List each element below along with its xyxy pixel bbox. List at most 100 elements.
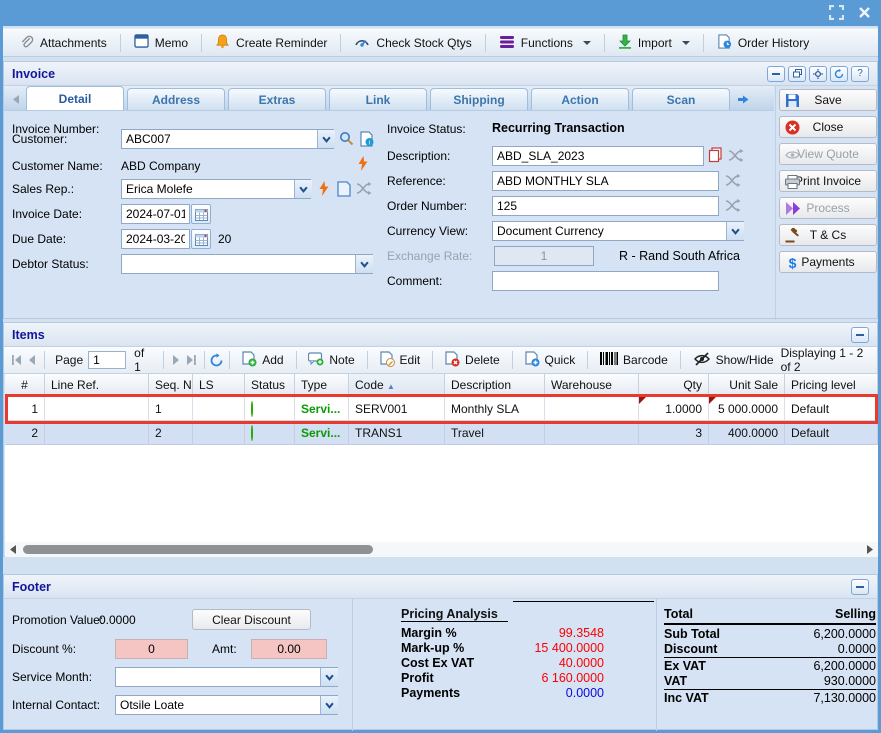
col-num[interactable]: # [5,374,45,397]
currency-view-input[interactable] [492,221,744,241]
horizontal-scrollbar[interactable] [5,542,878,557]
description-shuffle-icon[interactable] [726,146,745,165]
currency-view-label: Currency View: [387,224,468,238]
note-button[interactable]: Note [301,350,361,371]
tcs-button[interactable]: T & Cs [779,224,877,246]
refresh-grid-icon[interactable] [209,351,224,369]
order-number-shuffle-icon[interactable] [723,196,742,215]
next-page-icon[interactable] [169,351,184,369]
col-status[interactable]: Status [245,374,295,397]
debtor-status-input[interactable] [121,254,373,274]
service-month-input[interactable] [115,667,338,687]
customer-dropdown-icon[interactable] [317,130,335,148]
sales-rep-input[interactable] [121,179,311,199]
create-reminder-button[interactable]: Create Reminder [207,31,335,55]
fullscreen-icon[interactable] [829,5,844,23]
col-line-ref[interactable]: Line Ref. [45,374,149,397]
add-button[interactable]: Add [235,349,290,372]
quick-button[interactable]: Quick [518,349,583,372]
discount-percent-input[interactable] [115,639,188,659]
items-panel-title: Items [12,328,45,342]
customer-info-icon[interactable]: i [357,129,376,148]
order-history-button[interactable]: Order History [709,31,817,55]
barcode-button[interactable]: Barcode [593,350,675,370]
customer-lightning-icon[interactable] [353,154,372,173]
debtor-status-dropdown-icon[interactable] [355,255,373,273]
tab-extras[interactable]: Extras [228,88,326,110]
description-copy-icon[interactable] [706,145,725,164]
tab-link[interactable]: Link [329,88,427,110]
tab-scroll-left-icon[interactable] [8,90,24,108]
functions-button[interactable]: Functions [491,32,599,54]
service-month-dropdown-icon[interactable] [320,668,338,686]
scroll-right-icon[interactable] [862,542,878,557]
internal-contact-dropdown-icon[interactable] [320,696,338,714]
prev-page-icon[interactable] [25,351,40,369]
tab-detail[interactable]: Detail [26,86,124,110]
col-unit-sale[interactable]: Unit Sale [709,374,785,397]
table-row[interactable]: 1 1 Servi... SERV001 Monthly SLA 1.0000 … [5,397,878,421]
edit-button[interactable]: Edit [373,349,428,372]
sales-rep-shuffle-icon[interactable] [354,179,373,198]
settings-gear-icon[interactable] [809,66,827,82]
reference-shuffle-icon[interactable] [723,171,742,190]
import-button[interactable]: Import [610,31,698,55]
refresh-icon[interactable] [830,66,848,82]
memo-button[interactable]: Memo [126,31,196,54]
pricing-analysis-title: Pricing Analysis [401,607,508,622]
clear-discount-button[interactable]: Clear Discount [192,609,311,630]
col-type[interactable]: Type [295,374,349,397]
comment-input[interactable] [492,271,719,291]
delete-button[interactable]: Delete [438,349,507,372]
discount-amt-input[interactable] [251,639,327,659]
col-pricing-level[interactable]: Pricing level [785,374,878,397]
first-page-icon[interactable] [10,351,25,369]
items-collapse-icon[interactable] [851,327,869,343]
col-code[interactable]: Code ▲ [349,374,445,397]
tab-scroll-right-icon[interactable] [735,90,751,108]
print-invoice-button[interactable]: Print Invoice [779,170,877,192]
customer-input[interactable] [121,129,334,149]
tab-action[interactable]: Action [531,88,629,110]
sales-rep-dropdown-icon[interactable] [294,180,312,198]
tab-shipping[interactable]: Shipping [430,88,528,110]
col-warehouse[interactable]: Warehouse [545,374,639,397]
sales-rep-lightning-icon[interactable] [314,179,333,198]
attachments-button[interactable]: Attachments [11,31,115,55]
invoice-date-input[interactable] [121,204,190,224]
close-button[interactable]: Close [779,116,877,138]
help-icon[interactable]: ? [851,66,869,82]
scrollbar-thumb[interactable] [23,545,373,554]
page-input[interactable] [88,351,126,369]
dollar-icon: $ [784,254,801,271]
sales-rep-document-icon[interactable] [334,179,353,198]
currency-view-dropdown-icon[interactable] [726,222,744,240]
internal-contact-input[interactable] [115,695,338,715]
payments-button[interactable]: $ Payments [779,251,877,273]
tab-address[interactable]: Address [127,88,225,110]
exchange-rate-input[interactable] [494,246,594,266]
close-window-icon[interactable] [858,6,871,22]
due-date-calendar-icon[interactable] [191,229,211,249]
showhide-button[interactable]: Show/Hide [686,350,781,371]
col-seq-no[interactable]: Seq. No. [149,374,193,397]
invoice-date-calendar-icon[interactable] [191,204,211,224]
customer-search-icon[interactable] [337,129,356,148]
due-days-value: 20 [218,232,231,246]
tab-scan[interactable]: Scan [632,88,730,110]
save-button[interactable]: Save [779,89,877,111]
scroll-left-icon[interactable] [5,542,21,557]
reference-input[interactable] [492,171,719,191]
table-row[interactable]: 2 2 Servi... TRANS1 Travel 3 400.0000 De… [5,421,878,445]
col-qty[interactable]: Qty [639,374,709,397]
order-number-input[interactable] [492,196,719,216]
last-page-icon[interactable] [184,351,199,369]
check-stock-button[interactable]: Check Stock Qtys [346,31,479,54]
col-ls[interactable]: LS [193,374,245,397]
restore-icon[interactable] [788,66,806,82]
due-date-input[interactable] [121,229,190,249]
footer-collapse-icon[interactable] [851,579,869,595]
description-input[interactable] [492,146,704,166]
collapse-icon[interactable] [767,66,785,82]
col-description[interactable]: Description [445,374,545,397]
